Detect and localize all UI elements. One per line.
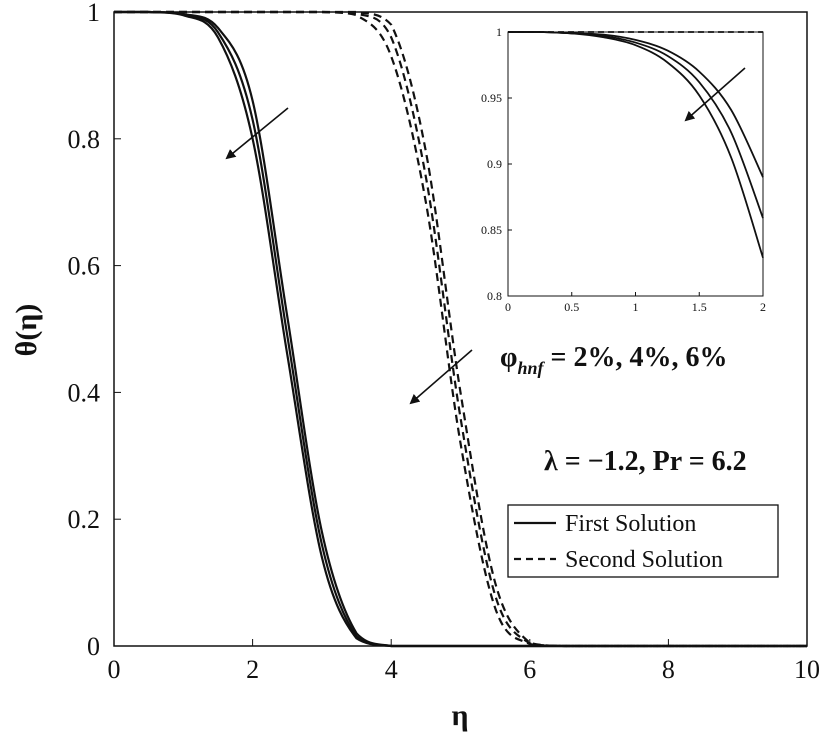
- inset-ytick-label: 0.8: [487, 289, 502, 303]
- inset-arrow: [684, 67, 746, 122]
- main-xtick-label: 6: [523, 655, 536, 684]
- inset-xtick-label: 1.5: [692, 300, 707, 314]
- main-series-dashed-5: [113, 10, 807, 648]
- y-axis-label: θ(η): [10, 304, 43, 357]
- inset-xtick-label: 0.5: [564, 300, 579, 314]
- inset-background: [508, 32, 763, 296]
- main-ytick-label: 0.6: [68, 252, 101, 281]
- params-annotation: λ = −1.2, Pr = 6.2: [544, 446, 747, 477]
- legend-box: [507, 504, 779, 578]
- legend: First Solution Second Solution: [507, 504, 779, 578]
- main-series-lines: [113, 10, 807, 648]
- inset-ytick-label: 0.9: [487, 157, 502, 171]
- main-ytick-label: 1: [87, 0, 100, 27]
- inset-ytick-label: 1: [496, 25, 502, 39]
- inset-xtick-label: 1: [633, 300, 639, 314]
- x-axis-label: η: [451, 699, 468, 732]
- legend-entry-first: First Solution: [565, 511, 696, 537]
- phi-symbol: φ: [500, 342, 517, 373]
- inset-xtick-label: 0: [505, 300, 511, 314]
- legend-entry-second: Second Solution: [565, 547, 723, 573]
- main-ytick-label: 0.4: [68, 378, 101, 407]
- main-arrow-second: [409, 349, 473, 405]
- main-arrow-first: [225, 107, 289, 160]
- main-xtick-label: 0: [108, 655, 121, 684]
- inset-xtick-label: 2: [760, 300, 766, 314]
- main-xtick-label: 2: [246, 655, 259, 684]
- main-ytick-label: 0: [87, 632, 100, 661]
- main-ytick-label: 0.2: [68, 505, 101, 534]
- inset-axis-ticks: 0 0.5 1 1.5 2 0.8 0.85 0.9 0.95 1: [481, 25, 766, 314]
- phi-annotation: φhnf = 2%, 4%, 6%: [500, 342, 727, 378]
- main-ytick-label: 0.8: [68, 125, 101, 154]
- phi-subscript: hnf: [517, 358, 545, 378]
- phi-values: = 2%, 4%, 6%: [544, 342, 728, 373]
- main-xtick-label: 4: [385, 655, 398, 684]
- main-xtick-label: 8: [662, 655, 675, 684]
- inset-ytick-label: 0.95: [481, 91, 502, 105]
- main-xtick-label: 10: [794, 655, 820, 684]
- inset-ytick-label: 0.85: [481, 223, 502, 237]
